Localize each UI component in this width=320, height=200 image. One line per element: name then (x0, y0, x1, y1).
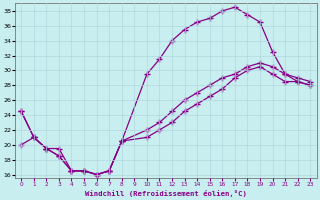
X-axis label: Windchill (Refroidissement éolien,°C): Windchill (Refroidissement éolien,°C) (85, 190, 247, 197)
